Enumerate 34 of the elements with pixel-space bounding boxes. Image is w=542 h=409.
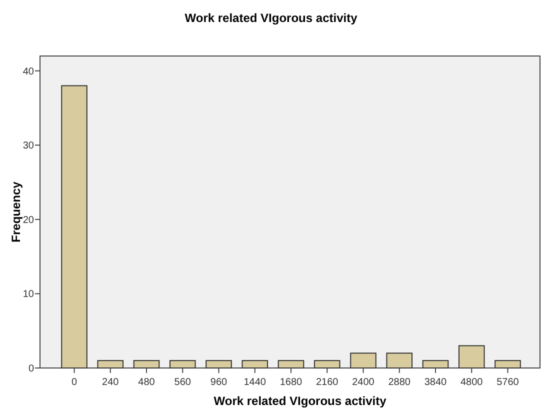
y-tick-label: 20	[22, 214, 34, 226]
y-tick-label: 30	[22, 140, 34, 152]
bar	[97, 360, 124, 368]
x-tick-label: 5760	[496, 377, 520, 388]
y-axis-title: Frequency	[9, 181, 23, 242]
bar	[494, 360, 521, 368]
x-tick-label: 240	[102, 377, 120, 388]
bar	[350, 352, 376, 368]
x-tick-label: 4800	[460, 377, 484, 388]
bar	[61, 85, 88, 368]
x-tick-label: 2160	[316, 377, 339, 388]
y-tick-label: 0	[28, 364, 34, 374]
bar	[458, 345, 485, 368]
bar	[314, 360, 340, 368]
x-tick-label: 0	[71, 377, 78, 388]
x-tick-label: 1680	[280, 377, 303, 388]
bar	[386, 352, 413, 368]
x-axis-title: Work related VIgorous activity	[214, 394, 387, 408]
chart-title: Work related VIgorous activity	[184, 11, 358, 25]
bar	[422, 360, 449, 368]
bar	[133, 360, 160, 368]
x-tick-label: 960	[210, 377, 228, 388]
x-tick-label: 2880	[388, 377, 411, 388]
x-tick-label: 3840	[424, 377, 448, 388]
y-tick-label: 10	[22, 289, 34, 300]
bar	[169, 360, 196, 368]
x-tick-label: 2400	[352, 377, 375, 388]
bar	[242, 360, 268, 368]
y-tick-label: 40	[22, 66, 34, 78]
bar	[206, 360, 232, 368]
bar	[278, 360, 304, 368]
x-tick-label: 480	[138, 377, 156, 388]
x-tick-label: 560	[174, 377, 192, 388]
x-tick-label: 1440	[244, 377, 266, 388]
